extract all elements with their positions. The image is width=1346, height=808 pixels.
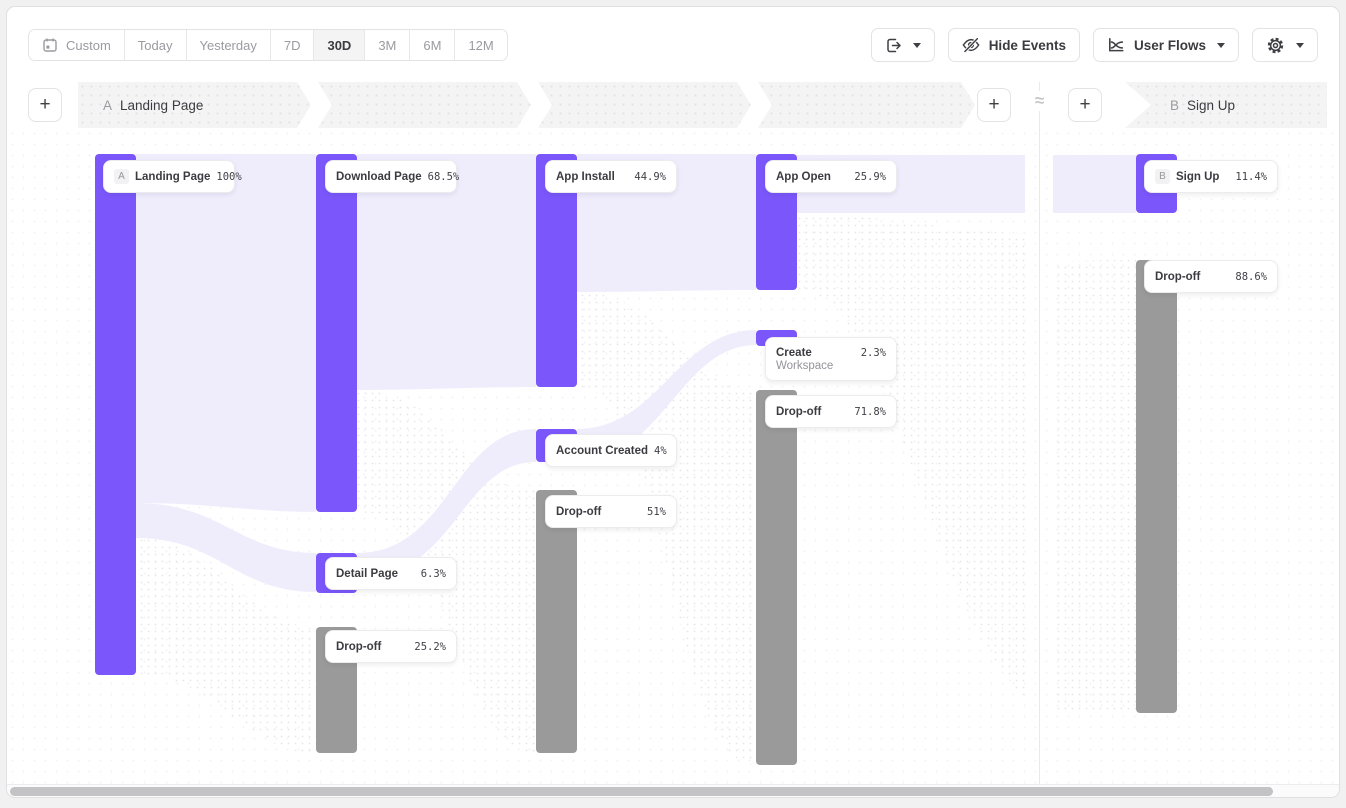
flows-stage: + A Landing Page + ≈ + B Sign Up: [7, 7, 1339, 797]
flow-appinstall-to-dropoff: [577, 292, 756, 765]
node-label-dropoff-25[interactable]: Drop-off 25.2%: [325, 630, 457, 663]
step-a-segment-3[interactable]: [538, 82, 751, 128]
flow-download-to-appinstall: [357, 154, 536, 390]
date-range-today[interactable]: Today: [123, 30, 186, 60]
step-a-segment-2[interactable]: [318, 82, 531, 128]
flow-into-signup: [1053, 155, 1136, 213]
flow-landing-to-dropoff: [136, 538, 316, 753]
scrollbar-thumb[interactable]: [10, 787, 1273, 796]
add-step-before-a-button[interactable]: +: [28, 88, 62, 122]
step-letter-badge: A: [114, 169, 129, 184]
node-bar-download-page[interactable]: [316, 154, 357, 512]
horizontal-scrollbar[interactable]: [7, 784, 1339, 797]
flows-chart-icon: [1107, 36, 1125, 54]
add-step-before-b-button[interactable]: +: [1068, 88, 1102, 122]
view-mode-label: User Flows: [1133, 37, 1206, 53]
add-step-end-a-button[interactable]: +: [977, 88, 1011, 122]
gear-icon: [1266, 36, 1285, 55]
date-range-custom[interactable]: Custom: [29, 30, 124, 60]
step-a-segment-1[interactable]: A Landing Page: [78, 82, 311, 128]
node-label-dropoff-88[interactable]: Drop-off 88.6%: [1144, 260, 1278, 293]
user-flows-sankey: [95, 154, 1177, 765]
node-label-dropoff-51[interactable]: Drop-off 51%: [545, 495, 677, 528]
toolbar-actions: Hide Events User Flows: [870, 28, 1318, 62]
node-label-app-open[interactable]: App Open 25.9%: [765, 160, 897, 193]
node-label-create-workspace[interactable]: Create 2.3% Workspace: [765, 337, 897, 381]
node-bar-dropoff-51[interactable]: [536, 490, 577, 753]
settings-button[interactable]: [1252, 28, 1318, 62]
node-label-download-page[interactable]: Download Page 68.5%: [325, 160, 459, 193]
chevron-down-icon: [1296, 42, 1304, 48]
step-a-label: Landing Page: [120, 97, 204, 113]
node-bar-landing-page[interactable]: [95, 154, 136, 675]
flow-landing-to-download: [136, 154, 316, 512]
date-range-12m[interactable]: 12M: [454, 30, 507, 60]
date-range-6m[interactable]: 6M: [409, 30, 455, 60]
hide-events-button[interactable]: Hide Events: [947, 28, 1080, 62]
step-a-letter: A: [103, 97, 113, 113]
flow-landing-to-detail: [136, 503, 316, 592]
node-label-sign-up[interactable]: B Sign Up 11.4%: [1144, 160, 1278, 193]
chevron-down-icon: [1217, 42, 1225, 48]
step-a-banner: A Landing Page: [78, 82, 975, 128]
node-bar-dropoff-88[interactable]: [1136, 260, 1177, 713]
date-range-7d[interactable]: 7D: [269, 30, 314, 60]
date-range-selector: Custom Today Yesterday 7D 30D 3M 6M 12M: [28, 29, 508, 61]
hide-events-label: Hide Events: [988, 37, 1066, 53]
node-label-detail-page[interactable]: Detail Page 6.3%: [325, 557, 457, 590]
step-a-segment-4[interactable]: [758, 82, 975, 128]
step-b-label: Sign Up: [1187, 97, 1236, 113]
date-range-yesterday[interactable]: Yesterday: [185, 30, 270, 60]
eye-off-icon: [962, 36, 980, 54]
step-b-letter: B: [1170, 97, 1180, 113]
step-letter-badge: B: [1155, 169, 1170, 184]
node-label-dropoff-71[interactable]: Drop-off 71.8%: [765, 395, 897, 428]
node-label-landing-page[interactable]: A Landing Page 100%: [103, 160, 242, 193]
flow-account-to-workspace: [577, 330, 756, 462]
node-label-app-install[interactable]: App Install 44.9%: [545, 160, 677, 193]
flow-detail-to-account: [357, 429, 536, 578]
node-label-account-created[interactable]: Account Created 4%: [545, 434, 677, 467]
chevron-down-icon: [912, 42, 921, 48]
date-range-3m[interactable]: 3M: [364, 30, 410, 60]
date-range-30d-selected[interactable]: 30D: [313, 30, 365, 60]
view-mode-button[interactable]: User Flows: [1092, 28, 1239, 62]
node-bar-app-install[interactable]: [536, 154, 577, 387]
export-button[interactable]: [870, 28, 935, 62]
user-flows-app-window: Custom Today Yesterday 7D 30D 3M 6M 12M: [6, 6, 1340, 798]
section-separator: ≈: [1028, 91, 1050, 111]
step-b-banner[interactable]: B Sign Up: [1125, 82, 1327, 128]
flow-appopen-to-dropoff: [797, 215, 1025, 697]
date-range-label: Custom: [66, 37, 111, 53]
flow-into-signup-dropoff: [1053, 260, 1136, 713]
export-icon: [885, 37, 902, 54]
calendar-icon: [42, 37, 58, 53]
node-bar-dropoff-71[interactable]: [756, 390, 797, 765]
